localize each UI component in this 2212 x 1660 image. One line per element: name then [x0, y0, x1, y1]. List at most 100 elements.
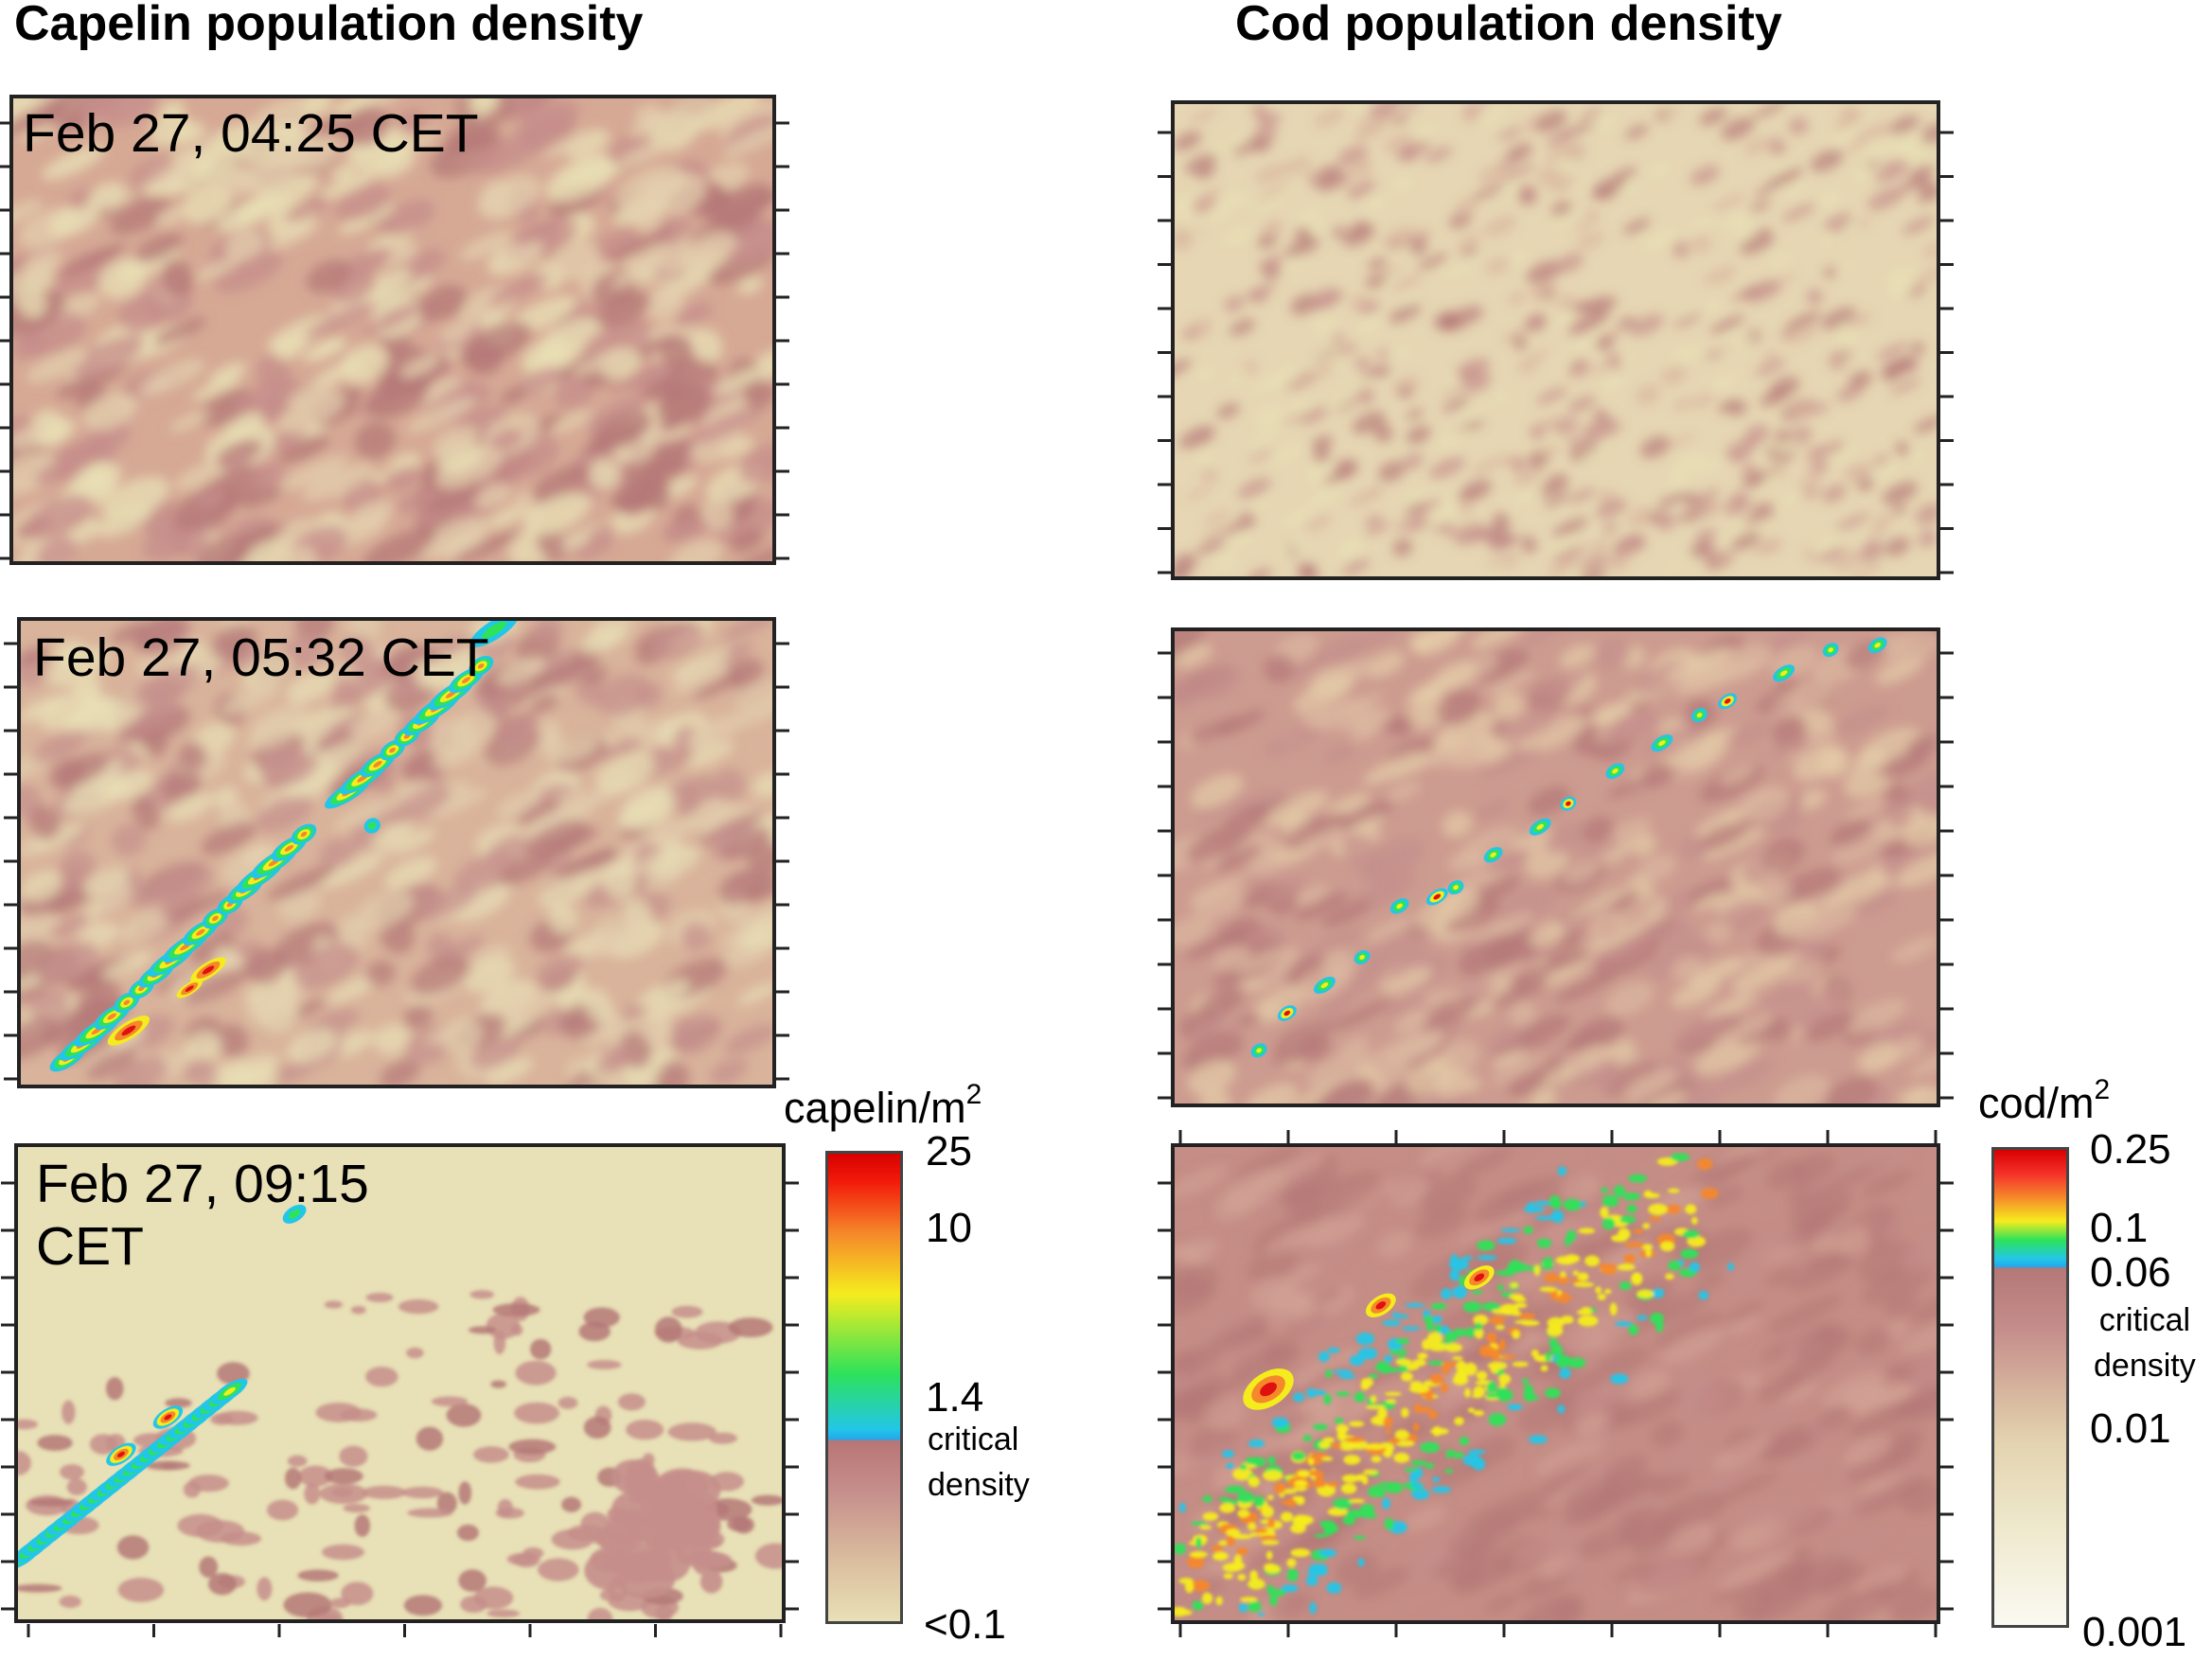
cod-school-spot: [1483, 846, 1503, 863]
texture-blob: [576, 537, 614, 559]
texture-blob: [1901, 1321, 1937, 1354]
texture-blob: [1188, 1373, 1253, 1405]
texture-blob: [1553, 972, 1616, 1004]
capelin-tick-1-4: 1.4: [926, 1374, 984, 1421]
texture-blob: [1175, 1345, 1221, 1376]
texture-blob: [1197, 988, 1244, 1018]
texture-blob: [1294, 892, 1350, 921]
texture-blob: [302, 463, 373, 502]
texture-blob: [543, 128, 601, 158]
cod-school-cell: [1249, 1570, 1258, 1582]
density-blob: [389, 747, 396, 753]
texture-blob: [222, 1054, 279, 1085]
texture-blob: [1778, 328, 1796, 339]
texture-blob: [237, 124, 304, 163]
texture-blob: [1463, 104, 1490, 115]
texture-blob: [1672, 662, 1732, 696]
texture-blob: [1226, 373, 1245, 386]
cod-school-cell: [1518, 1313, 1535, 1319]
texture-blob: [1335, 1523, 1364, 1541]
cod-school-cell: [1452, 1375, 1468, 1386]
texture-blob: [1262, 1383, 1320, 1412]
texture-blob: [208, 362, 247, 385]
texture-blob: [37, 1435, 73, 1451]
texture-blob: [1862, 1263, 1933, 1305]
texture-blob: [1510, 828, 1554, 854]
cod-school-cell: [1389, 1349, 1408, 1355]
texture-blob: [557, 1396, 578, 1409]
texture-blob: [266, 1499, 299, 1521]
texture-blob: [1897, 850, 1937, 888]
texture-blob: [1810, 149, 1844, 172]
texture-blob: [469, 98, 500, 115]
texture-blob: [57, 752, 109, 786]
cod-school-cell: [1271, 1417, 1289, 1428]
texture-blob: [1646, 941, 1708, 980]
texture-blob: [1212, 554, 1238, 573]
cod-school-cell: [1477, 1240, 1495, 1251]
texture-blob: [1378, 461, 1405, 483]
texture-blob: [490, 986, 556, 1028]
texture-blob: [1517, 1394, 1577, 1433]
cod-school-cell: [1513, 1302, 1528, 1309]
texture-blob: [1615, 534, 1645, 555]
cod-school-cell: [1648, 1203, 1668, 1215]
texture-blob: [724, 219, 772, 264]
density-blob: [121, 1025, 136, 1036]
cod-school-cell: [1545, 1351, 1551, 1363]
texture-blob: [589, 458, 621, 489]
texture-layer: [18, 1290, 782, 1619]
cod-school-cell: [1238, 1603, 1248, 1613]
texture-blob: [294, 621, 334, 642]
texture-blob: [654, 1316, 682, 1343]
texture-blob: [1243, 360, 1258, 375]
texture-blob: [322, 1544, 364, 1561]
texture-blob: [403, 1003, 433, 1030]
texture-blob: [1366, 915, 1417, 944]
texture-blob: [1268, 364, 1302, 388]
cod-school-cell: [1404, 1467, 1420, 1472]
cod-school-cell: [1248, 1439, 1265, 1448]
texture-blob: [1718, 1550, 1795, 1591]
texture-blob: [324, 1300, 344, 1309]
texture-blob: [13, 101, 65, 134]
texture-blob: [1433, 311, 1457, 330]
texture-blob: [1339, 800, 1394, 831]
texture-blob: [1460, 479, 1493, 502]
texture-blob: [1442, 397, 1470, 413]
texture-blob: [1190, 1016, 1229, 1039]
texture-blob: [1488, 1027, 1524, 1056]
texture-blob: [1741, 786, 1792, 823]
texture-blob: [1651, 1291, 1707, 1324]
texture-blob: [1856, 217, 1871, 228]
texture-blob: [1396, 522, 1411, 537]
texture-blob: [1425, 146, 1453, 163]
texture-blob: [1354, 356, 1370, 369]
texture-blob: [1212, 138, 1232, 157]
texture-blob: [686, 741, 735, 768]
texture-blob: [1474, 1184, 1542, 1224]
texture-blob: [298, 1465, 333, 1488]
texture-blob: [594, 751, 656, 794]
texture-blob: [681, 922, 711, 951]
cod-school-cell: [1685, 1204, 1697, 1214]
texture-blob: [418, 284, 468, 322]
texture-blob: [1303, 168, 1319, 184]
texture-blob: [1743, 1230, 1794, 1263]
texture-blob: [643, 454, 687, 486]
cod-school-cell: [1524, 1395, 1539, 1401]
texture-blob: [1495, 706, 1561, 743]
cod-school-cell: [1223, 1573, 1233, 1580]
texture-blob: [1365, 651, 1406, 679]
texture-blob: [1519, 631, 1567, 646]
texture-blob: [1175, 644, 1212, 668]
cod-school-cell: [1614, 1185, 1625, 1197]
texture-blob: [225, 228, 265, 261]
cod-school-cell: [1408, 1384, 1430, 1393]
texture-blob: [196, 536, 251, 561]
cod-school-cell: [1565, 1236, 1571, 1247]
texture-blob: [1248, 496, 1279, 511]
cod-school-cell: [1394, 1429, 1409, 1440]
texture-blob: [364, 275, 432, 311]
texture-blob: [1518, 185, 1536, 203]
